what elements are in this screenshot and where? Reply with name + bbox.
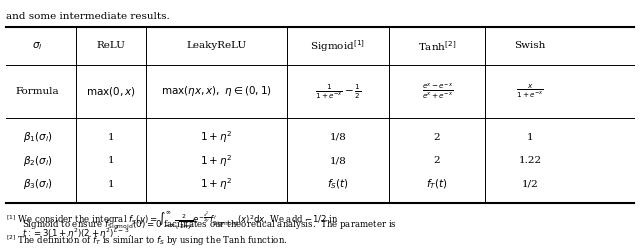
Text: Sigmoid to ensure $f_{\mathrm{Sigmoid}}(0)=0$ facilitates our theoretical analys: Sigmoid to ensure $f_{\mathrm{Sigmoid}}(… (22, 218, 397, 232)
Text: ReLU: ReLU (96, 41, 125, 50)
Text: 1: 1 (108, 133, 114, 142)
Text: $\frac{x}{1+e^{-x}}$: $\frac{x}{1+e^{-x}}$ (516, 83, 544, 100)
Text: $\frac{e^x-e^{-x}}{e^x+e^{-x}}$: $\frac{e^x-e^{-x}}{e^x+e^{-x}}$ (422, 82, 452, 101)
Text: $\sigma_l$: $\sigma_l$ (33, 40, 43, 52)
Text: $^{[2]}$ The definition of $f_T$ is similar to $f_S$ by using the Tanh function.: $^{[2]}$ The definition of $f_T$ is simi… (6, 233, 288, 248)
Text: $1+\eta^2$: $1+\eta^2$ (200, 153, 232, 169)
Text: 1/2: 1/2 (522, 180, 538, 189)
Text: 2: 2 (434, 133, 440, 142)
Text: Swish: Swish (514, 41, 546, 50)
Text: Formula: Formula (16, 87, 60, 96)
Text: $f_T(t)$: $f_T(t)$ (426, 177, 448, 191)
Text: and some intermediate results.: and some intermediate results. (6, 12, 170, 21)
Text: $\frac{1}{1+e^{-x}}-\frac{1}{2}$: $\frac{1}{1+e^{-x}}-\frac{1}{2}$ (315, 82, 361, 101)
Text: LeakyReLU: LeakyReLU (186, 41, 246, 50)
Text: $\beta_1(\sigma_l)$: $\beta_1(\sigma_l)$ (23, 130, 52, 144)
Text: Tanh$^{[2]}$: Tanh$^{[2]}$ (418, 39, 456, 53)
Text: 1: 1 (108, 180, 114, 189)
Text: 1: 1 (108, 156, 114, 165)
Text: $1+\eta^2$: $1+\eta^2$ (200, 176, 232, 192)
Text: $1+\eta^2$: $1+\eta^2$ (200, 129, 232, 145)
Text: 1.22: 1.22 (518, 156, 541, 165)
Text: $\max(\eta x, x),\ \eta\in(0,1)$: $\max(\eta x, x),\ \eta\in(0,1)$ (161, 85, 272, 98)
Text: $\beta_2(\sigma_l)$: $\beta_2(\sigma_l)$ (23, 154, 52, 168)
Text: 1: 1 (527, 133, 533, 142)
Text: 2: 2 (434, 156, 440, 165)
Text: 1/8: 1/8 (330, 156, 346, 165)
Text: $\max(0,x)$: $\max(0,x)$ (86, 85, 136, 98)
Text: $\beta_3(\sigma_l)$: $\beta_3(\sigma_l)$ (23, 177, 52, 191)
Text: $^{[1]}$ We consider the integral $f_{\mathrm{S}}(y) = \int_{-\infty}^{\infty} \: $^{[1]}$ We consider the integral $f_{\m… (6, 209, 339, 232)
Text: $f_S(t)$: $f_S(t)$ (327, 177, 349, 191)
Text: $t:=3(1+\eta^2)(2+\eta^2)^{L-3}$.: $t:=3(1+\eta^2)(2+\eta^2)^{L-3}$. (22, 227, 132, 241)
Text: Sigmoid$^{[1]}$: Sigmoid$^{[1]}$ (310, 38, 365, 54)
Text: 1/8: 1/8 (330, 133, 346, 142)
